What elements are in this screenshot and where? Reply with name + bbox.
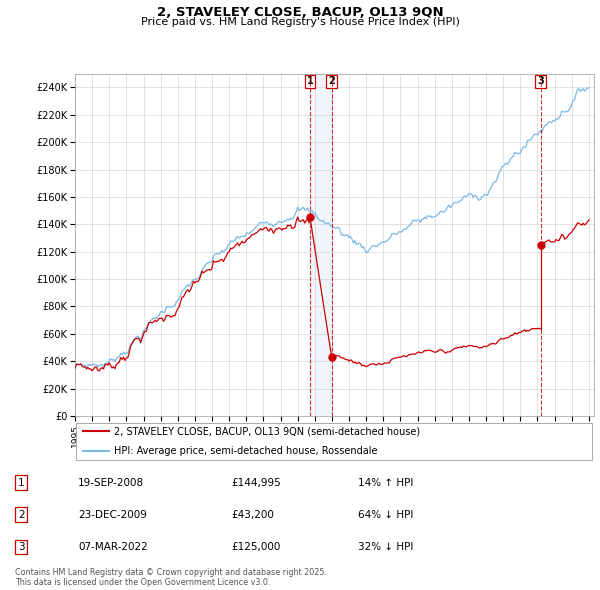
Text: 64% ↓ HPI: 64% ↓ HPI — [358, 510, 413, 520]
Text: 2: 2 — [18, 510, 25, 520]
Text: HPI: Average price, semi-detached house, Rossendale: HPI: Average price, semi-detached house,… — [114, 447, 377, 456]
Text: 3: 3 — [537, 77, 544, 87]
Text: 32% ↓ HPI: 32% ↓ HPI — [358, 542, 413, 552]
Text: £43,200: £43,200 — [231, 510, 274, 520]
Text: 2, STAVELEY CLOSE, BACUP, OL13 9QN (semi-detached house): 2, STAVELEY CLOSE, BACUP, OL13 9QN (semi… — [114, 427, 420, 436]
Text: 14% ↑ HPI: 14% ↑ HPI — [358, 478, 413, 488]
Text: 2, STAVELEY CLOSE, BACUP, OL13 9QN: 2, STAVELEY CLOSE, BACUP, OL13 9QN — [157, 6, 443, 19]
Bar — [310, 74, 332, 416]
FancyBboxPatch shape — [76, 423, 592, 460]
Text: 1: 1 — [307, 77, 313, 87]
Text: 3: 3 — [18, 542, 25, 552]
Text: 19-SEP-2008: 19-SEP-2008 — [78, 478, 145, 488]
Text: 23-DEC-2009: 23-DEC-2009 — [78, 510, 147, 520]
Text: Contains HM Land Registry data © Crown copyright and database right 2025.
This d: Contains HM Land Registry data © Crown c… — [15, 568, 327, 587]
Text: 2: 2 — [328, 77, 335, 87]
Text: Price paid vs. HM Land Registry's House Price Index (HPI): Price paid vs. HM Land Registry's House … — [140, 17, 460, 27]
Text: £144,995: £144,995 — [231, 478, 281, 488]
Text: 07-MAR-2022: 07-MAR-2022 — [78, 542, 148, 552]
Text: 1: 1 — [18, 478, 25, 488]
Text: £125,000: £125,000 — [231, 542, 280, 552]
